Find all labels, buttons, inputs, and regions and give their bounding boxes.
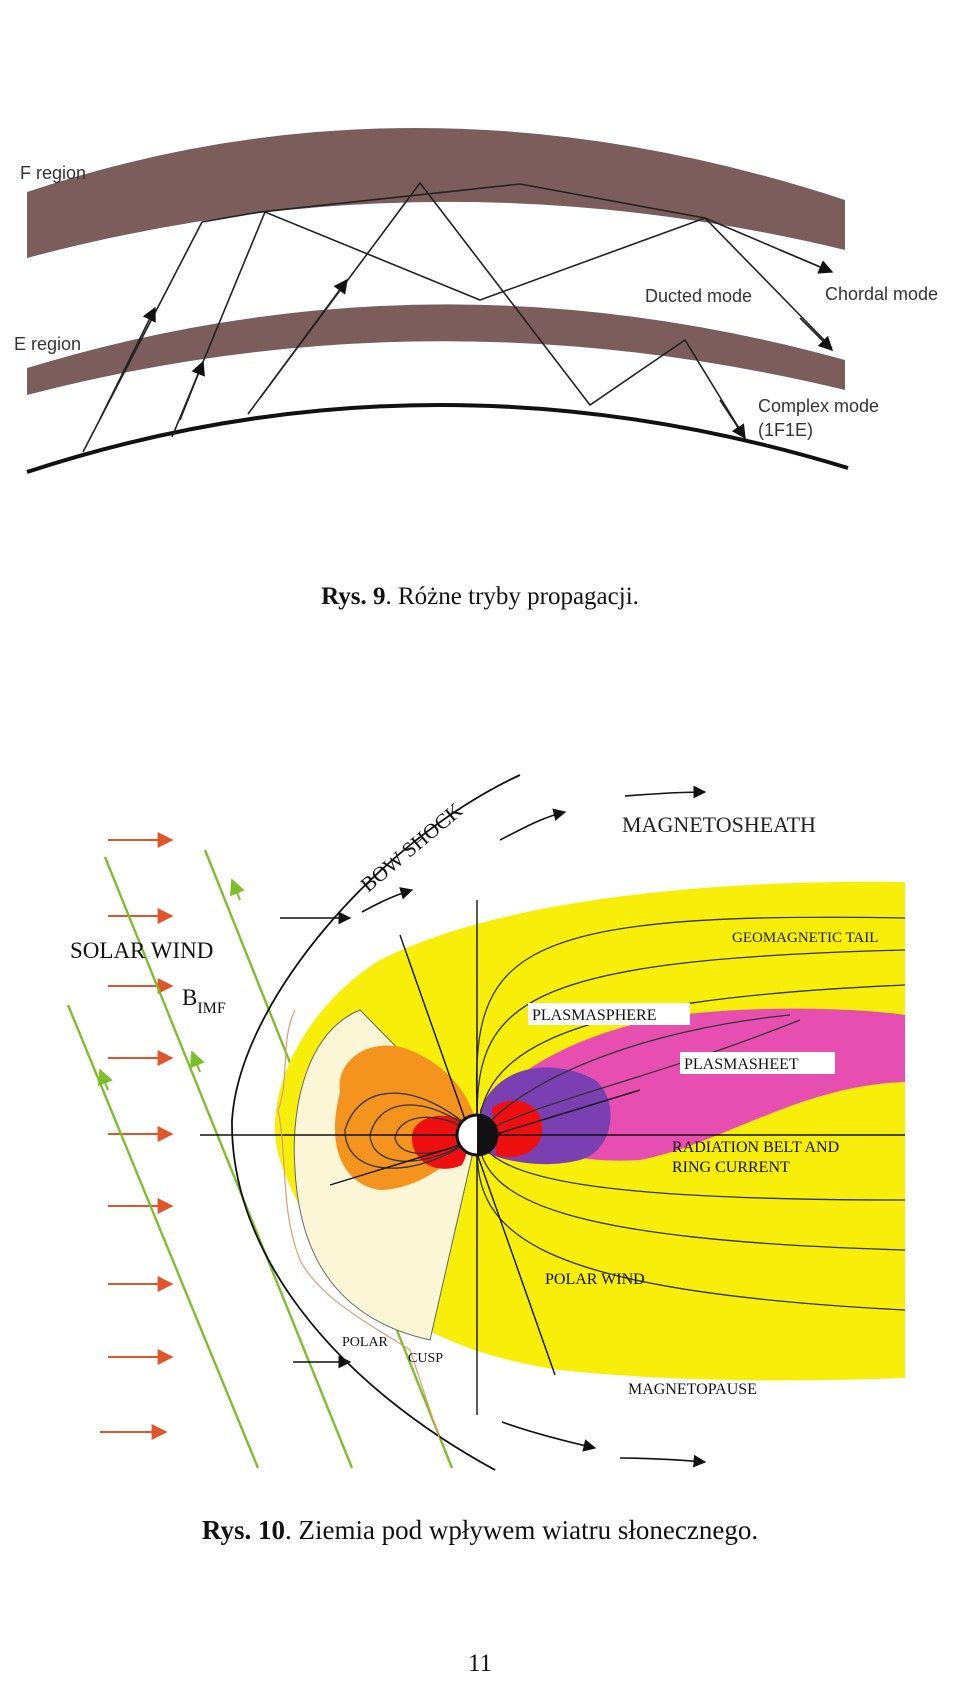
chordal-mode-label: Chordal mode: [825, 284, 938, 304]
b-imf-main: B: [182, 985, 197, 1010]
plasmasphere-label: PLASMASPHERE: [532, 1007, 656, 1024]
e-region-layer: [27, 304, 845, 395]
polar-wind-label: POLAR WIND: [545, 1271, 645, 1288]
figure-10-caption-text: . Ziemia pod wpływem wiatru słonecznego.: [284, 1515, 759, 1545]
b-imf-label: BIMF: [182, 985, 226, 1017]
figure-10-number: Rys. 10: [201, 1515, 285, 1545]
plasmasheet-label: PLASMASHEET: [684, 1056, 799, 1073]
b-imf-sub: IMF: [197, 1000, 226, 1017]
propagation-modes-diagram: F region E region Ducted mode Chordal mo…: [14, 127, 938, 474]
ring-current-label: RING CURRENT: [672, 1159, 790, 1176]
figure-10-caption: Rys. 10. Ziemia pod wpływem wiatru słone…: [0, 1515, 960, 1546]
radiation-belt-label: RADIATION BELT AND: [672, 1139, 839, 1156]
radiation-belt-night: [492, 1100, 543, 1157]
magnetopause-label: MAGNETOPAUSE: [628, 1381, 757, 1398]
figure-9-number: Rys. 9: [321, 583, 386, 610]
f-region-label: F region: [20, 163, 86, 183]
solar-wind-label: SOLAR WIND: [70, 938, 213, 963]
earth-icon: [455, 1113, 499, 1157]
ground-line: [26, 403, 849, 474]
plasmasphere-label-box: PLASMASPHERE: [528, 1003, 690, 1025]
ducted-mode-label: Ducted mode: [645, 286, 752, 306]
e-region-label: E region: [14, 334, 81, 354]
figure-9-caption: Rys. 9. Różne tryby propagacji.: [0, 583, 960, 611]
magnetosheath-label: MAGNETOSHEATH: [622, 812, 816, 837]
cusp-label: CUSP: [408, 1351, 443, 1366]
figure-9-caption-text: . Różne tryby propagacji.: [385, 583, 639, 610]
page-number: 11: [467, 1650, 493, 1677]
geomagnetic-tail-label: GEOMAGNETIC TAIL: [732, 930, 878, 946]
plasmasheet-label-box: PLASMASHEET: [680, 1052, 835, 1074]
magnetopause-boundary: [277, 1009, 441, 1441]
polar-label: POLAR: [342, 1335, 389, 1350]
bow-shock-label: BOW SHOCK: [356, 798, 467, 897]
complex-mode-label: Complex mode: [758, 396, 879, 416]
complex-mode-sublabel: (1F1E): [758, 420, 813, 440]
magnetosphere-diagram: BOW SHOCK MAGNETOSHEATH SOLAR WIND BIMF …: [66, 774, 906, 1471]
bow-shock-curve: [231, 774, 521, 1471]
